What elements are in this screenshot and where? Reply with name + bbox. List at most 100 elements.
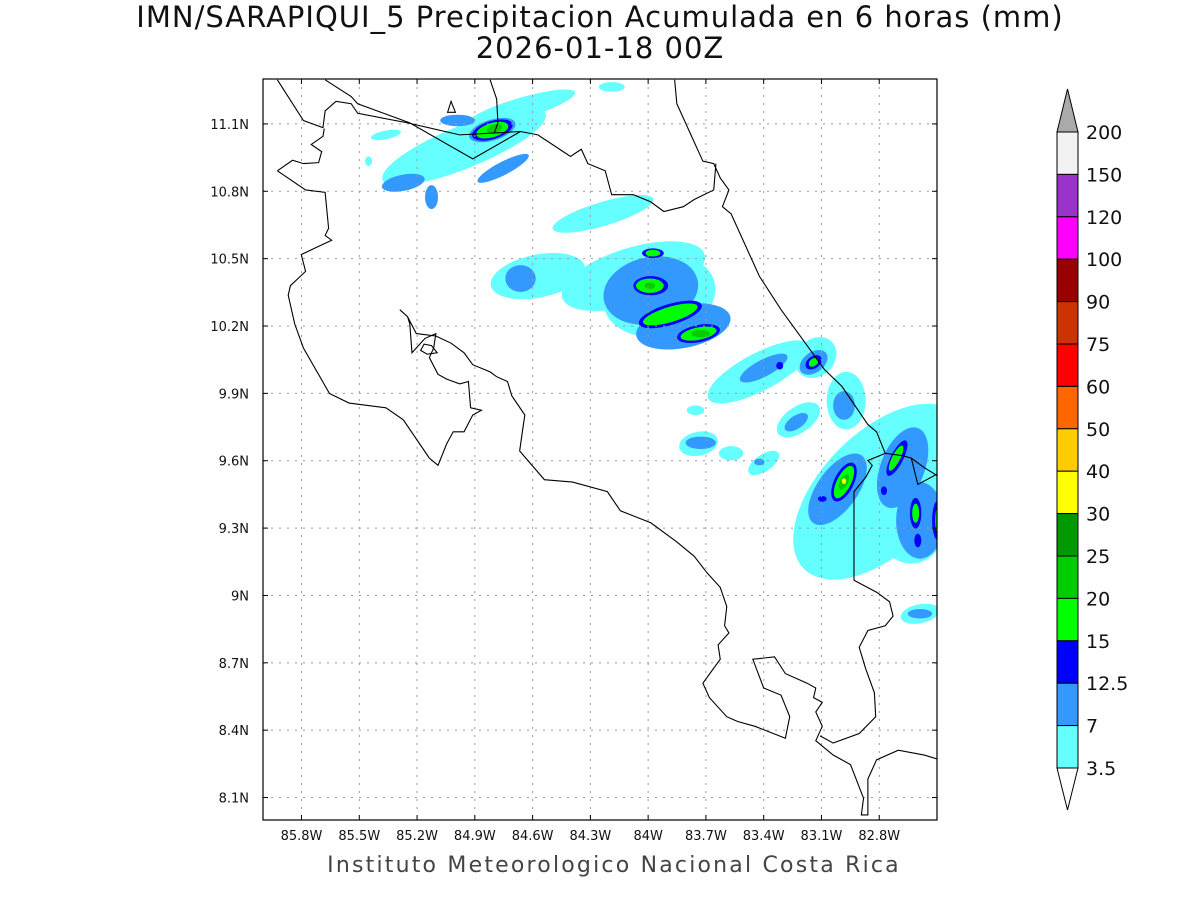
coastline-pacific: [277, 129, 940, 815]
precip-cell: [365, 156, 373, 166]
precip-cell: [381, 173, 425, 192]
precip-cell: [424, 185, 439, 210]
colorbar-segment: [1056, 131, 1079, 175]
colorbar-segment: [1056, 343, 1079, 387]
x-tick-label: 84.3W: [569, 829, 611, 844]
precip-cell: [685, 436, 716, 450]
colorbar-label: 150: [1086, 164, 1122, 186]
precip-cell: [477, 153, 529, 183]
precip-cell: [784, 412, 808, 432]
x-tick-label: 85.8W: [281, 829, 323, 844]
title-line-2: 2026-01-18 00Z: [475, 31, 725, 65]
border-panama: [854, 453, 940, 580]
precip-cell: [932, 501, 937, 540]
precip-cell: [718, 446, 744, 461]
colorbar-label: 50: [1086, 419, 1110, 441]
title-line-1: IMN/SARAPIQUI_5 Precipitacion Acumulada …: [136, 0, 1064, 34]
border-nicaragua-north: [490, 80, 498, 133]
precip-cell: [833, 391, 855, 420]
x-tick-label: 82.8W: [858, 829, 900, 844]
y-tick-label: 9.9N: [219, 387, 249, 402]
colorbar-label: 100: [1086, 249, 1122, 271]
chart-title: IMN/SARAPIQUI_5 Precipitacion Acumulada …: [0, 2, 1200, 64]
precip-cell: [686, 405, 705, 416]
colorbar-label: 40: [1086, 461, 1110, 483]
precip-cell: [598, 82, 625, 92]
map-plot-area: [263, 79, 940, 820]
precip-cell: [642, 303, 698, 326]
colorbar-segment: [1056, 513, 1079, 557]
colorbar-label: 15: [1086, 631, 1110, 653]
y-tick-label: 9.6N: [219, 455, 249, 470]
precip-cell: [841, 478, 847, 484]
precip-cell: [860, 556, 871, 566]
precipitation-field: [365, 82, 937, 624]
x-tick-label: 83.1W: [801, 829, 843, 844]
colorbar-over-arrow: [1056, 88, 1079, 133]
y-tick-label: 10.2N: [210, 320, 249, 335]
precip-cell: [486, 123, 503, 134]
colorbar-segment: [1056, 258, 1079, 303]
x-tick-label: 83.7W: [685, 829, 727, 844]
x-tick-label: 83.4W: [743, 829, 785, 844]
precip-cell: [440, 114, 475, 127]
precip-cell: [465, 89, 576, 128]
precip-cell: [912, 503, 920, 523]
y-tick-label: 9N: [231, 589, 249, 604]
colorbar-label: 3.5: [1086, 758, 1116, 780]
precip-cell: [907, 608, 933, 619]
colorbar-segment: [1056, 301, 1079, 345]
border-panama-south: [820, 580, 893, 743]
y-tick-label: 8.7N: [219, 657, 249, 672]
colorbar-under-arrow: [1056, 767, 1079, 811]
precip-cell: [691, 329, 711, 338]
colorbar-label: 20: [1086, 588, 1110, 610]
border-nicaragua: [325, 80, 520, 159]
precip-cell: [817, 495, 827, 502]
colorbar-segment: [1056, 555, 1079, 599]
x-tick-label: 84.6W: [512, 829, 554, 844]
precip-cell: [888, 445, 904, 471]
colorbar-label: 12.5: [1086, 673, 1128, 695]
precip-cell: [808, 357, 819, 367]
colorbar-segment: [1056, 640, 1079, 684]
colorbar-segment: [1056, 725, 1079, 769]
colorbar-segment: [1056, 173, 1079, 218]
coastlines: [277, 80, 940, 815]
colorbar-segment: [1056, 597, 1079, 642]
precip-cell: [880, 486, 887, 495]
colorbar: 200 150 120 100 90 75 60 50 40 30 25 20 15 12.5 7 3.5: [1056, 88, 1128, 811]
colorbar-segment: [1056, 385, 1079, 430]
precip-cell: [776, 361, 784, 370]
colorbar-segment: [1056, 216, 1079, 260]
colorbar-label: 200: [1086, 122, 1122, 144]
y-tick-label: 8.4N: [219, 724, 249, 739]
colorbar-segment: [1056, 682, 1079, 727]
island: [448, 101, 456, 112]
coastline-nicaragua-pacific: [277, 80, 716, 212]
coastline-caribbean: [675, 80, 940, 477]
x-tick-label: 84.9W: [454, 829, 496, 844]
colorbar-label: 75: [1086, 334, 1110, 356]
x-tick-label: 85.5W: [338, 829, 380, 844]
colorbar-label: 25: [1086, 546, 1110, 568]
footer-credit: Instituto Meteorologico Nacional Costa R…: [327, 853, 901, 878]
precip-cell: [914, 533, 922, 548]
colorbar-label: 90: [1086, 292, 1110, 314]
precip-cell: [505, 265, 536, 292]
y-tick-label: 10.5N: [210, 253, 249, 268]
island: [421, 344, 437, 354]
precip-cell: [935, 508, 937, 533]
precip-cell: [645, 249, 661, 257]
precip-cell: [370, 129, 401, 141]
colorbar-label: 120: [1086, 207, 1122, 229]
y-tick-label: 11.1N: [210, 118, 249, 133]
colorbar-label: 60: [1086, 376, 1110, 398]
y-tick-label: 9.3N: [219, 522, 249, 537]
colorbar-segment: [1056, 428, 1079, 472]
y-tick-label: 10.8N: [210, 185, 249, 200]
plot-frame: [262, 78, 938, 821]
colorbar-label: 7: [1086, 716, 1098, 738]
colorbar-label: 30: [1086, 504, 1110, 526]
